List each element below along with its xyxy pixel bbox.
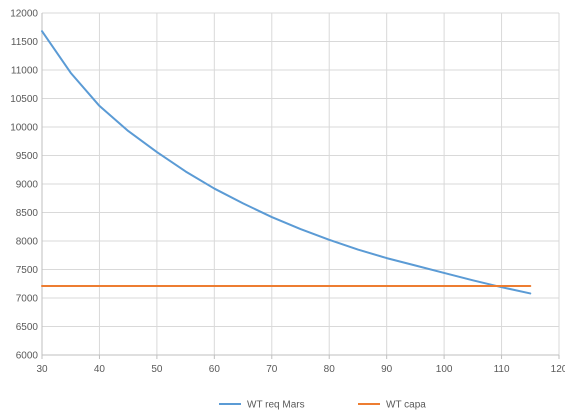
y-tick-label: 11500: [11, 37, 39, 48]
x-tick-label: 40: [94, 364, 106, 375]
y-tick-label: 7000: [16, 294, 39, 305]
y-tick-label: 10000: [10, 123, 38, 134]
x-tick-label: 110: [494, 364, 510, 375]
y-tick-label: 6500: [16, 322, 39, 333]
y-tick-label: 10500: [10, 94, 38, 105]
y-tick-label: 6000: [16, 351, 39, 362]
legend-label-1: WT req Mars: [247, 400, 305, 411]
x-tick-label: 90: [381, 364, 393, 375]
y-tick-label: 12000: [10, 9, 38, 20]
x-tick-label: 70: [266, 364, 278, 375]
y-tick-label: 9500: [16, 151, 39, 162]
axes: [41, 13, 560, 359]
x-tick-label: 100: [436, 364, 453, 375]
x-tick-label: 30: [36, 364, 48, 375]
series-line-1: [41, 30, 532, 295]
y-tick-label: 8500: [16, 208, 39, 219]
series-lines: [41, 30, 532, 295]
x-tick-label: 50: [151, 364, 163, 375]
legend-label-2: WT capa: [386, 400, 426, 411]
tick-labels: 6000 6500 7000 7500 8000 8500 9000 9500 10000 105…: [10, 9, 565, 376]
x-tick-label: 120: [551, 364, 565, 375]
y-tick-label: 8000: [16, 237, 39, 248]
y-tick-label: 9000: [16, 180, 39, 191]
y-tick-label: 7500: [16, 265, 39, 276]
x-tick-label: 80: [324, 364, 336, 375]
x-tick-label: 60: [209, 364, 221, 375]
legend: WT req Mars WT capa: [219, 400, 426, 411]
grid-lines: [42, 12, 560, 355]
y-tick-label: 11000: [11, 66, 39, 77]
